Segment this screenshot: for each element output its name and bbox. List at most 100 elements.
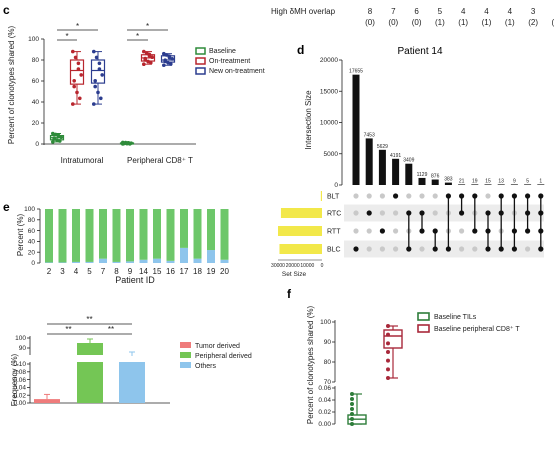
e-x-tick-label: 2 [47, 267, 52, 276]
c-point [126, 141, 131, 145]
f-point [386, 341, 390, 346]
c-legend-swatch [195, 57, 206, 65]
c-point [56, 134, 61, 139]
panel-letter-c: c [3, 3, 10, 17]
d-matrix-dot-off [525, 246, 531, 252]
e2-sig-stars: ** [65, 325, 71, 334]
c-legend-label: On-treatment [209, 58, 250, 65]
f-y-axis-label: Percent of clonotypes shared (%) [306, 306, 315, 425]
c-point [76, 67, 81, 71]
d-matrix-dot-off [366, 228, 372, 234]
d-set-size-tick: 20000 [286, 263, 300, 269]
f-point [386, 367, 390, 372]
d-set-label: BLT [327, 194, 340, 201]
c-point [96, 90, 100, 95]
c-y-axis-label: Percent of clonotypes shared (%) [7, 26, 16, 145]
e-bar-segment [112, 209, 121, 262]
c-point [150, 55, 154, 59]
e-x-tick-label: 16 [166, 267, 175, 276]
d-matrix-dot-off [472, 246, 478, 252]
c-point [55, 138, 59, 142]
e-bar-segment [85, 261, 94, 263]
top-strip-paren: (1) [435, 18, 445, 27]
d-bar [537, 184, 545, 185]
c-box [90, 59, 106, 84]
c-legend: Baseline On-treatment New on-treatment [195, 47, 265, 75]
panel-e2-frequency-bars: Frequency (%) 90 100 0.000.020.040.060.080… [10, 315, 252, 407]
c-point [162, 51, 166, 56]
c-point [144, 51, 149, 55]
e-bar-segment [139, 209, 148, 260]
f-legend: Baseline TILs Baseline peripheral CD8⁺ T [417, 312, 520, 333]
f-axes: 70 80 90 100 0.00 0.02 0.04 0.06 [318, 319, 336, 428]
e-bar-segment [85, 209, 94, 262]
d-matrix-dot-off [379, 246, 385, 252]
c-y-tick-label: 80 [32, 57, 40, 64]
e-bar-segment [153, 258, 161, 263]
c-y-tick-label: 0 [35, 141, 39, 148]
top-strip-count: 8 [368, 7, 373, 16]
f-point [350, 422, 354, 426]
c-point [166, 60, 170, 65]
e-y-tick-label: 60 [28, 228, 36, 235]
d-matrix-dot-on [366, 210, 372, 216]
c-point [162, 63, 166, 68]
d-bar-value: 7453 [364, 132, 375, 138]
e-bar-segment [153, 209, 161, 259]
c-legend-swatch [195, 67, 206, 75]
d-matrix-dot-off [393, 246, 399, 252]
d-set-size-tick: 0 [321, 263, 324, 269]
c-y-tick-label: 40 [32, 99, 40, 106]
c-point [142, 49, 146, 54]
c-point [149, 61, 153, 65]
e-bar-segment [99, 258, 107, 263]
d-matrix-dot-off [419, 193, 425, 199]
d-set-size-bar [278, 226, 322, 236]
top-strip-count: 5 [438, 7, 443, 16]
c-point [147, 54, 152, 58]
e2-y-tick-label: 0.06 [13, 377, 26, 384]
f-legend-swatch [417, 324, 430, 333]
d-set-label: RTT [327, 229, 341, 236]
e2-legend-swatch [180, 352, 191, 358]
f-y-tick-label: 0.06 [318, 385, 331, 392]
e-x-tick-label: 15 [153, 267, 162, 276]
e-bar-segment [126, 209, 134, 262]
c-point [76, 61, 81, 66]
top-strip-label: High δMH overlap [271, 7, 336, 16]
d-set-size-bar [320, 191, 322, 201]
e-x-tick-label: 3 [60, 267, 65, 276]
d-matrix-dot-off [459, 228, 465, 234]
e2-legend-swatch [180, 342, 191, 348]
f-point [350, 397, 354, 401]
e-bar-segment [180, 209, 188, 248]
c-x-labels: Intratumoral Peripheral CD8⁺ T [61, 156, 193, 165]
e-bar-segment [207, 209, 215, 251]
d-bar-value: 1129 [417, 172, 428, 178]
e2-sig-stars: ** [86, 315, 92, 324]
d-bar-value: 19 [472, 178, 478, 184]
c-point [75, 90, 79, 95]
c-point [92, 102, 96, 106]
c-point [143, 58, 147, 62]
panel-d-upset-plot: Patient 14 Intersection Size 0 5000 10000 1… [271, 46, 545, 278]
d-matrix-dot-off [366, 246, 372, 252]
e-bar-segment [166, 260, 175, 263]
e-bar-segment [139, 259, 148, 263]
e-bar-segment [166, 209, 175, 261]
d-y-ticks: 0 5000 10000 15000 20000 [320, 57, 343, 189]
e-bar-segment [126, 261, 134, 263]
c-sig-star: * [76, 22, 79, 31]
d-y-tick-label: 10000 [320, 120, 338, 127]
d-bar [378, 149, 386, 185]
e-bar-segment [45, 262, 53, 263]
e-y-tick-label: 0 [31, 260, 35, 267]
c-point [100, 73, 104, 77]
c-point [79, 73, 83, 77]
f-y-tick-label: 100 [320, 319, 331, 326]
d-matrix-dot-off [353, 193, 359, 199]
d-set-size-bar [280, 208, 322, 218]
e-x-tick-label: 5 [87, 267, 92, 276]
d-bar [484, 184, 492, 185]
